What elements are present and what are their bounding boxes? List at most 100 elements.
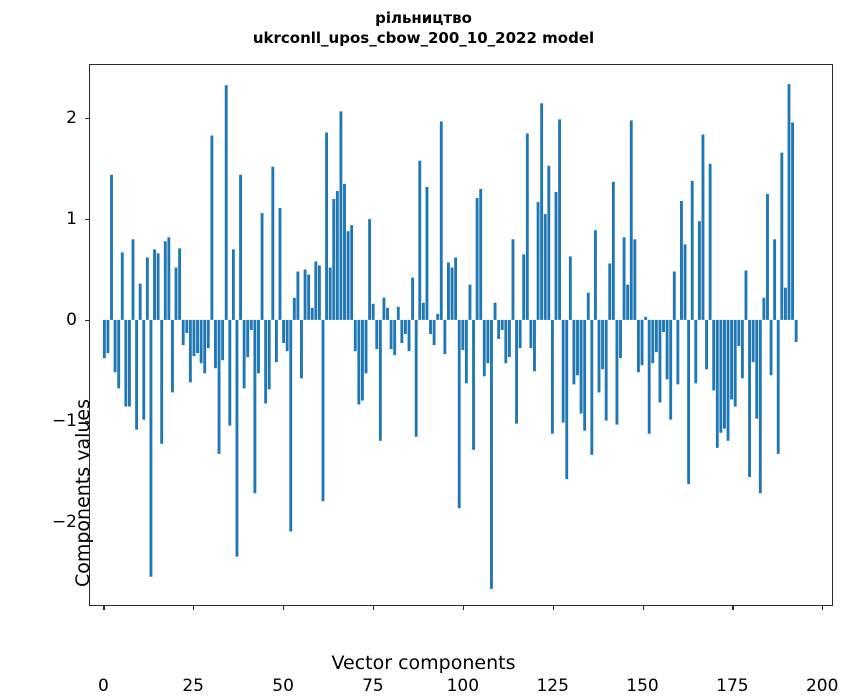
- x-tick-mark: [372, 606, 375, 610]
- bar: [357, 319, 361, 405]
- bar: [482, 319, 486, 377]
- plot-area: [90, 65, 832, 605]
- bar: [744, 270, 748, 320]
- x-tick-mark: [552, 606, 554, 610]
- bar: [622, 237, 626, 320]
- bar: [124, 319, 128, 407]
- bar: [472, 319, 475, 450]
- bar: [719, 319, 723, 433]
- x-tick-label: 125: [536, 676, 569, 696]
- bar: [665, 319, 669, 380]
- bar: [507, 319, 511, 358]
- bar: [486, 319, 490, 364]
- bar: [368, 219, 372, 320]
- bar: [414, 319, 418, 437]
- title-line-2: ukrconll_upos_cbow_200_10_2022 model: [252, 29, 595, 47]
- bar: [558, 119, 562, 320]
- bar: [715, 319, 719, 448]
- y-tick-mark: [85, 319, 89, 321]
- bar: [758, 319, 762, 494]
- bar: [185, 319, 189, 333]
- bar: [307, 274, 311, 320]
- bar: [611, 181, 615, 320]
- chart-title: рільництво ukrconll_upos_cbow_200_10_202…: [0, 8, 847, 48]
- bar: [317, 265, 321, 320]
- bar: [274, 319, 278, 363]
- bar: [694, 319, 698, 384]
- bar: [515, 319, 518, 424]
- bar: [371, 303, 375, 320]
- bar: [382, 297, 386, 320]
- y-tick-label: −1: [51, 411, 77, 431]
- bar: [113, 319, 117, 373]
- plot-axes: [89, 64, 833, 606]
- x-tick-label: 150: [626, 676, 659, 696]
- bar: [106, 319, 110, 354]
- bar: [246, 319, 250, 358]
- bar: [447, 262, 450, 320]
- bar: [249, 319, 253, 330]
- bar: [407, 319, 411, 352]
- x-tick-mark: [193, 606, 195, 610]
- bar: [701, 134, 705, 320]
- bar: [378, 319, 382, 441]
- bar: [404, 319, 407, 334]
- bar: [199, 319, 203, 364]
- bar: [396, 306, 400, 320]
- bar: [619, 319, 622, 359]
- bar: [475, 197, 479, 320]
- bar: [174, 267, 178, 320]
- bar: [647, 319, 651, 434]
- bar: [457, 319, 461, 509]
- bar: [292, 297, 296, 320]
- bar: [163, 241, 167, 320]
- bar: [300, 319, 303, 379]
- bar: [242, 319, 246, 389]
- bar: [196, 319, 199, 354]
- bar: [651, 319, 655, 364]
- y-tick-mark: [85, 117, 89, 119]
- axis-decorations: 2 1 0 −1 −2 0 25 50 75 100 125 150 175 200 Component…: [52, 64, 838, 696]
- bar: [343, 183, 346, 320]
- bar: [389, 319, 393, 350]
- y-tick-mark: [85, 421, 89, 423]
- bar: [145, 257, 149, 320]
- bar: [102, 319, 106, 359]
- bar: [127, 319, 131, 407]
- bar: [228, 319, 232, 426]
- bar: [360, 319, 364, 401]
- bar: [705, 319, 708, 370]
- bar: [335, 190, 339, 320]
- bar: [554, 191, 558, 320]
- bar: [321, 319, 325, 502]
- bar: [400, 319, 404, 344]
- bar: [597, 319, 601, 393]
- bar: [210, 135, 214, 320]
- bar: [156, 253, 160, 320]
- bar: [464, 319, 468, 384]
- x-axis-label: Vector components: [331, 652, 516, 674]
- bar: [436, 313, 440, 320]
- bar: [726, 319, 730, 441]
- y-tick-mark: [85, 218, 89, 220]
- bar: [762, 297, 766, 320]
- bar: [468, 284, 472, 320]
- bar: [737, 319, 741, 347]
- bar: [730, 319, 734, 400]
- bar: [346, 231, 350, 320]
- bar: [676, 319, 680, 385]
- bar: [339, 111, 343, 320]
- bar: [769, 319, 773, 376]
- bar: [504, 319, 508, 364]
- bar: [615, 319, 619, 425]
- bar: [421, 302, 425, 320]
- x-tick-label: 0: [97, 676, 109, 696]
- bar: [794, 319, 798, 343]
- bar: [264, 319, 268, 404]
- bar: [576, 319, 579, 376]
- bar: [658, 319, 662, 403]
- bar: [386, 307, 389, 320]
- bar: [131, 239, 135, 320]
- bar: [783, 287, 787, 320]
